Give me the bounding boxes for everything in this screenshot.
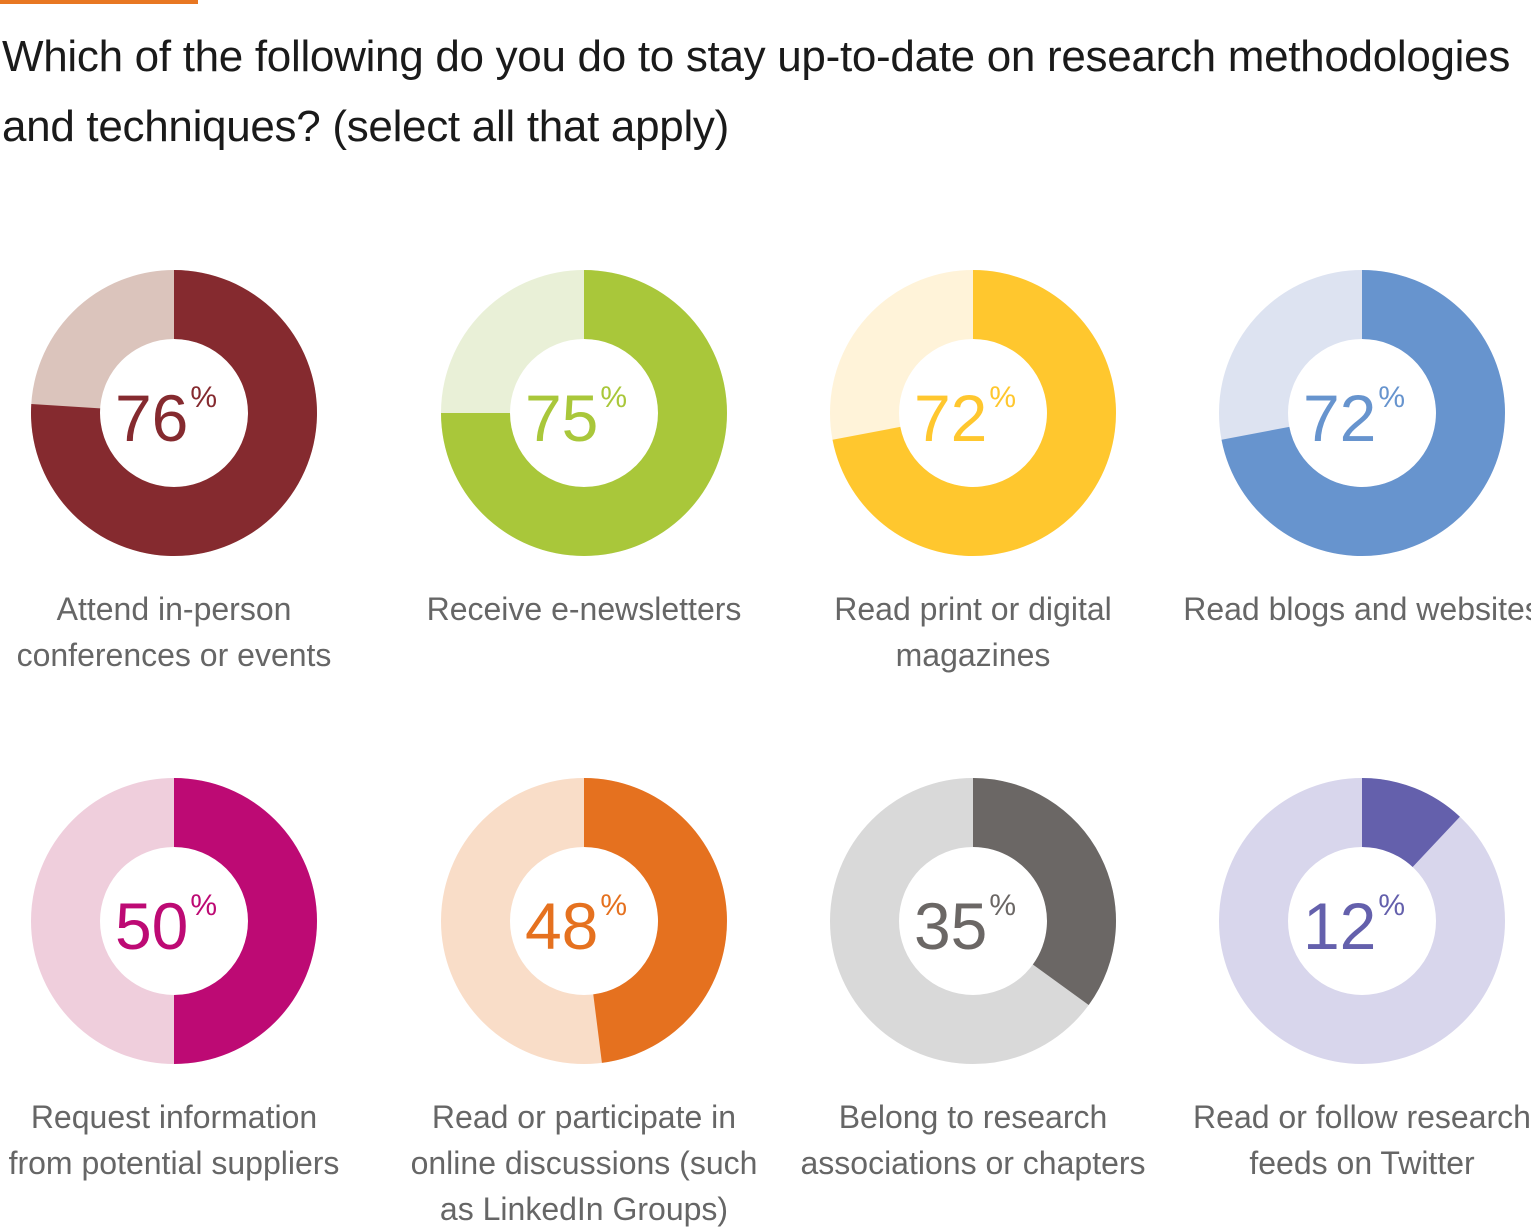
donut-slice [584, 778, 727, 1063]
category-label: Read or follow research [1193, 1099, 1531, 1135]
category-label: Read blogs and websites [1183, 591, 1531, 627]
category-label: conferences or events [17, 637, 332, 673]
value-label: 76% [115, 381, 217, 455]
category-label: feeds on Twitter [1249, 1145, 1475, 1181]
value-label: 48% [525, 889, 627, 963]
value-label: 72% [914, 381, 1016, 455]
value-number: 72 [914, 381, 987, 455]
donut-chart: 72% Read print or digital magazines [830, 270, 1116, 673]
value-number: 48 [525, 889, 598, 963]
percent-sign: % [1378, 889, 1405, 922]
value-label: 50% [115, 889, 217, 963]
donut-slice [441, 270, 727, 556]
category-label: from potential suppliers [9, 1145, 340, 1181]
value-number: 12 [1303, 889, 1376, 963]
value-label: 72% [1303, 381, 1405, 455]
donut-chart: 72% Read blogs and websites [1183, 270, 1531, 627]
donut-chart: 35% Belong to research associations or cha… [800, 778, 1146, 1181]
category-label: Receive e-newsletters [427, 591, 742, 627]
percent-sign: % [190, 889, 217, 922]
category-label: Attend in-person [57, 591, 292, 627]
category-label: online discussions (such [411, 1145, 758, 1181]
value-label: 35% [914, 889, 1016, 963]
category-label: Belong to research [839, 1099, 1108, 1135]
category-label: magazines [896, 637, 1051, 673]
chart-title: Which of the following do you do to stay… [2, 32, 1511, 151]
donut-chart: 12% Read or follow research feeds on Twitt… [1193, 778, 1531, 1181]
value-label: 12% [1303, 889, 1405, 963]
donut-slice [174, 778, 317, 1064]
donut-chart: 76% Attend in-person conferences or events [17, 270, 332, 673]
percent-sign: % [1378, 381, 1405, 414]
value-number: 50 [115, 889, 188, 963]
donut-slice [973, 778, 1116, 1006]
percent-sign: % [989, 889, 1016, 922]
donut-slice [1221, 270, 1505, 556]
value-number: 72 [1303, 381, 1376, 455]
donut-chart: 50% Request information from potential sup… [9, 778, 340, 1181]
donut-slice [1362, 778, 1460, 868]
value-number: 35 [914, 889, 987, 963]
value-label: 75% [525, 381, 627, 455]
accent-rule [0, 0, 198, 4]
category-label: associations or chapters [800, 1145, 1145, 1181]
percent-sign: % [190, 381, 217, 414]
category-label: Request information [31, 1099, 317, 1135]
value-number: 76 [115, 381, 188, 455]
donut-slice [30, 270, 317, 556]
percent-sign: % [600, 889, 627, 922]
donut-chart: 48% Read or participate in online discussi… [411, 778, 758, 1227]
category-label: Read or participate in [432, 1099, 736, 1135]
category-label: as LinkedIn Groups) [440, 1191, 728, 1227]
category-label: Read print or digital [834, 591, 1111, 627]
donut-chart: 75% Receive e-newsletters [427, 270, 742, 627]
percent-sign: % [989, 381, 1016, 414]
percent-sign: % [600, 381, 627, 414]
value-number: 75 [525, 381, 598, 455]
donut-slice [832, 270, 1116, 556]
